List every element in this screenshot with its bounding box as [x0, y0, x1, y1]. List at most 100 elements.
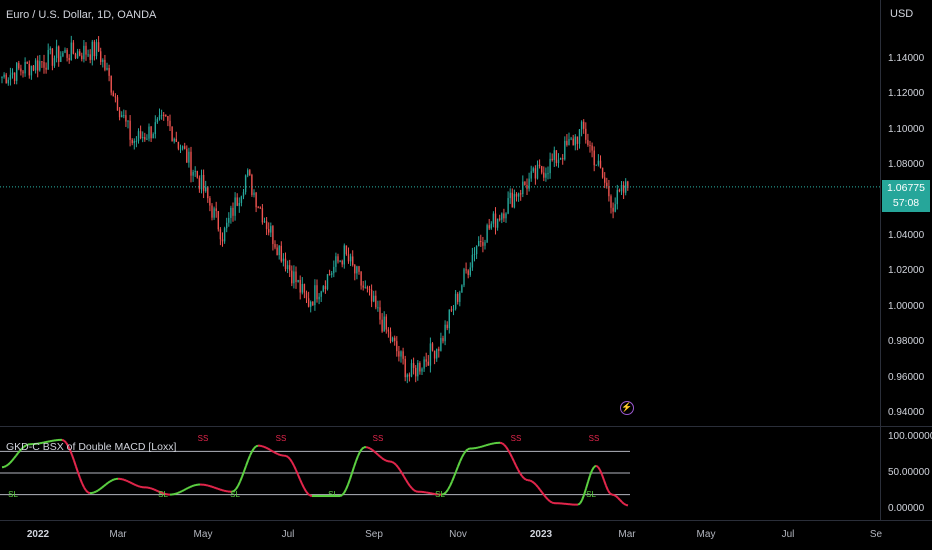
oscillator-segment: [487, 443, 491, 446]
oscillator-segment: [589, 469, 593, 476]
oscillator-segment: [379, 455, 383, 459]
candle-body: [142, 137, 144, 139]
candle-body: [387, 329, 390, 332]
candle-body: [509, 192, 511, 199]
oscillator-segment: [399, 469, 403, 474]
candle-body: [232, 207, 234, 216]
candle-body: [431, 343, 434, 351]
indicator-title[interactable]: GKD-C BSX of Double MACD [Loxx]: [6, 441, 177, 453]
candle-body: [557, 159, 560, 164]
candle-body: [612, 207, 614, 212]
candle-body: [76, 51, 79, 59]
candle-body: [247, 170, 249, 176]
price-tick: 1.08000: [888, 159, 925, 171]
oscillator-segment: [383, 458, 387, 462]
candle-body: [49, 48, 51, 50]
candle-body: [215, 208, 217, 212]
oscillator-segment: [219, 488, 223, 492]
oscillator-segment: [503, 443, 507, 448]
candle-body: [446, 324, 448, 329]
candle-body: [599, 160, 602, 168]
candle-body: [396, 341, 398, 352]
candle-body: [360, 271, 362, 286]
symbol-title[interactable]: Euro / U.S. Dollar, 1D, OANDA: [6, 9, 157, 21]
oscillator-segment: [515, 465, 519, 471]
oscillator-segment: [251, 447, 255, 452]
pane-divider[interactable]: [0, 426, 932, 427]
oscillator-segment: [455, 466, 459, 472]
candle-body: [490, 223, 492, 229]
candle-body: [587, 139, 589, 146]
oscillator-segment: [543, 494, 547, 499]
flash-icon[interactable]: ⚡: [620, 401, 634, 415]
oscillator-segment: [529, 479, 533, 483]
candle-body: [404, 358, 406, 378]
oscillator-segment: [3, 465, 7, 468]
candle-body: [528, 178, 530, 189]
candle-body: [515, 193, 518, 197]
candle-body: [190, 151, 192, 176]
candle-body: [505, 213, 507, 219]
oscillator-segment: [531, 480, 535, 484]
oscillator-segment: [125, 479, 129, 483]
candle-body: [22, 71, 24, 74]
oscillator-segment: [299, 478, 303, 485]
candle-body: [37, 60, 39, 71]
candle-body: [618, 190, 621, 192]
oscillator-segment: [463, 450, 467, 455]
candle-body: [417, 363, 419, 377]
bar-countdown: 57:08: [892, 197, 920, 209]
price-tick: 1.12000: [888, 88, 925, 100]
price-tick: 0.96000: [888, 371, 925, 383]
oscillator-segment: [617, 497, 621, 501]
oscillator-segment: [71, 454, 75, 461]
candle-body: [26, 62, 28, 64]
candle-body: [377, 307, 379, 309]
oscillator-segment: [401, 472, 405, 478]
oscillator-segment: [579, 499, 583, 505]
candle-body: [482, 242, 484, 246]
candle-body: [576, 136, 579, 144]
candle-body: [461, 285, 463, 293]
candle-body: [293, 271, 295, 284]
time-tick: Mar: [109, 529, 127, 540]
candle-body: [423, 359, 425, 369]
oscillator-segment: [551, 501, 555, 505]
candle-body: [261, 208, 264, 223]
currency-label[interactable]: USD: [890, 8, 914, 20]
candle-body: [312, 301, 314, 306]
candle-body: [526, 184, 528, 189]
candle-body: [320, 291, 322, 297]
candle-body: [614, 204, 616, 212]
oscillator-segment: [367, 446, 371, 450]
oscillator-segment: [183, 488, 187, 491]
candle-body: [165, 114, 167, 117]
candle-body: [305, 292, 308, 299]
candle-body: [102, 59, 104, 62]
candle-body: [381, 319, 383, 332]
oscillator-segment: [445, 488, 449, 493]
candle-body: [104, 59, 106, 70]
signal-long-label: SL: [435, 490, 445, 499]
oscillator-segment: [179, 490, 183, 493]
candle-body: [354, 265, 356, 274]
candle-body: [421, 368, 423, 372]
candle-body: [213, 208, 215, 218]
candle-body: [209, 198, 211, 206]
candle-body: [68, 57, 70, 61]
oscillator-segment: [243, 465, 247, 472]
candle-body: [370, 289, 373, 302]
candle-body: [566, 140, 568, 145]
oscillator-segment: [123, 478, 127, 482]
oscillator-segment: [295, 469, 299, 476]
candle-body: [625, 181, 627, 193]
oscillator-segment: [267, 447, 271, 451]
price-tick: 1.02000: [888, 265, 925, 277]
oscillator-segment: [355, 455, 359, 462]
oscillator-segment: [83, 486, 87, 492]
candle-body: [234, 197, 236, 216]
signal-long-label: SL: [328, 490, 338, 499]
oscillator-segment: [151, 487, 155, 491]
oscillator-segment: [289, 458, 293, 463]
